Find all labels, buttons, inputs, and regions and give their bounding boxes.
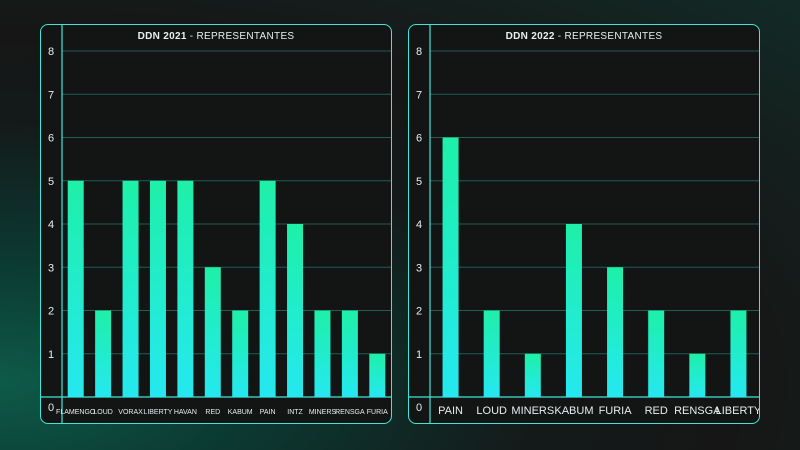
bar-red (204, 267, 221, 397)
x-tick-label: MINERS (309, 409, 337, 416)
bar-loud (483, 310, 500, 397)
chart-panel-2021: DDN 2021 - REPRESENTANTES 0 1 2 3 4 5 6 7 8 FLAME… (40, 24, 392, 424)
y-tick-label: 0 (48, 402, 54, 414)
chart-title-rest: - REPRESENTANTES (554, 31, 663, 42)
x-tick-label: PAIN (438, 405, 463, 417)
x-tick-label: LIBERTY (143, 409, 172, 416)
chart-title: DDN 2021 - REPRESENTANTES (41, 31, 391, 42)
bar-kabum (565, 224, 582, 397)
y-tick-label: 3 (416, 262, 422, 274)
y-tick-label: 7 (416, 89, 422, 101)
chart-title-year: DDN 2021 (137, 31, 187, 42)
x-tick-label: FURIA (599, 405, 633, 417)
y-tick-label: 2 (416, 306, 422, 318)
x-tick-label: VORAX (118, 409, 143, 416)
y-tick-label: 6 (48, 133, 54, 145)
bar-loud (95, 310, 112, 397)
bar-furia (607, 267, 624, 397)
bar-kabum (232, 310, 249, 397)
x-tick-label: FLAMENGO (56, 409, 96, 416)
x-tick-label: HAVAN (174, 409, 197, 416)
bar-miners (524, 353, 541, 397)
y-tick-label: 7 (48, 89, 54, 101)
x-tick-label: LOUD (93, 409, 112, 416)
x-tick-label: LIBERTY (716, 405, 760, 417)
bar-chart-2022: 0 1 2 3 4 5 6 7 8 PAIN LOUD MINERS KABUM FURIA RED RENS… (409, 25, 760, 423)
bar-liberty (730, 310, 747, 397)
bar-pain (259, 180, 276, 397)
chart-title: DDN 2022 - REPRESENTANTES (409, 31, 759, 42)
bar-miners (314, 310, 331, 397)
chart-title-year: DDN 2022 (505, 31, 555, 42)
bar-intz (287, 224, 304, 397)
x-tick-label: RENSGA (674, 405, 721, 417)
y-tick-label: 4 (48, 219, 54, 231)
x-tick-label: MINERS (511, 405, 554, 417)
x-tick-label: PAIN (260, 409, 276, 416)
y-tick-label: 5 (48, 176, 54, 188)
y-tick-label: 3 (48, 262, 54, 274)
chart-panel-2022: DDN 2022 - REPRESENTANTES 0 1 2 3 4 5 6 7 8 PAIN L… (408, 24, 760, 424)
bar-liberty (149, 180, 166, 397)
x-tick-label: RENSGA (335, 409, 365, 416)
bar-furia (369, 353, 386, 397)
chart-title-rest: - REPRESENTANTES (186, 31, 295, 42)
y-tick-label: 4 (416, 219, 422, 231)
y-tick-label: 8 (48, 46, 54, 58)
bar-vorax (122, 180, 139, 397)
bar-pain (442, 137, 459, 397)
x-tick-label: INTZ (287, 409, 303, 416)
x-tick-label: RED (645, 405, 668, 417)
bar-rensga (689, 353, 706, 397)
bar-rensga (341, 310, 358, 397)
y-tick-label: 6 (416, 133, 422, 145)
bar-red (648, 310, 665, 397)
x-tick-label: RED (205, 409, 220, 416)
bar-flamengo (67, 180, 84, 397)
y-tick-label: 0 (416, 402, 422, 414)
y-tick-label: 5 (416, 176, 422, 188)
x-tick-label: FURIA (367, 409, 388, 416)
bar-havan (177, 180, 194, 397)
x-tick-label: LOUD (476, 405, 507, 417)
x-tick-label: KABUM (554, 405, 593, 417)
y-tick-label: 1 (48, 349, 54, 361)
y-tick-label: 2 (48, 306, 54, 318)
y-tick-label: 8 (416, 46, 422, 58)
x-tick-label: KABUM (228, 409, 253, 416)
y-tick-label: 1 (416, 349, 422, 361)
